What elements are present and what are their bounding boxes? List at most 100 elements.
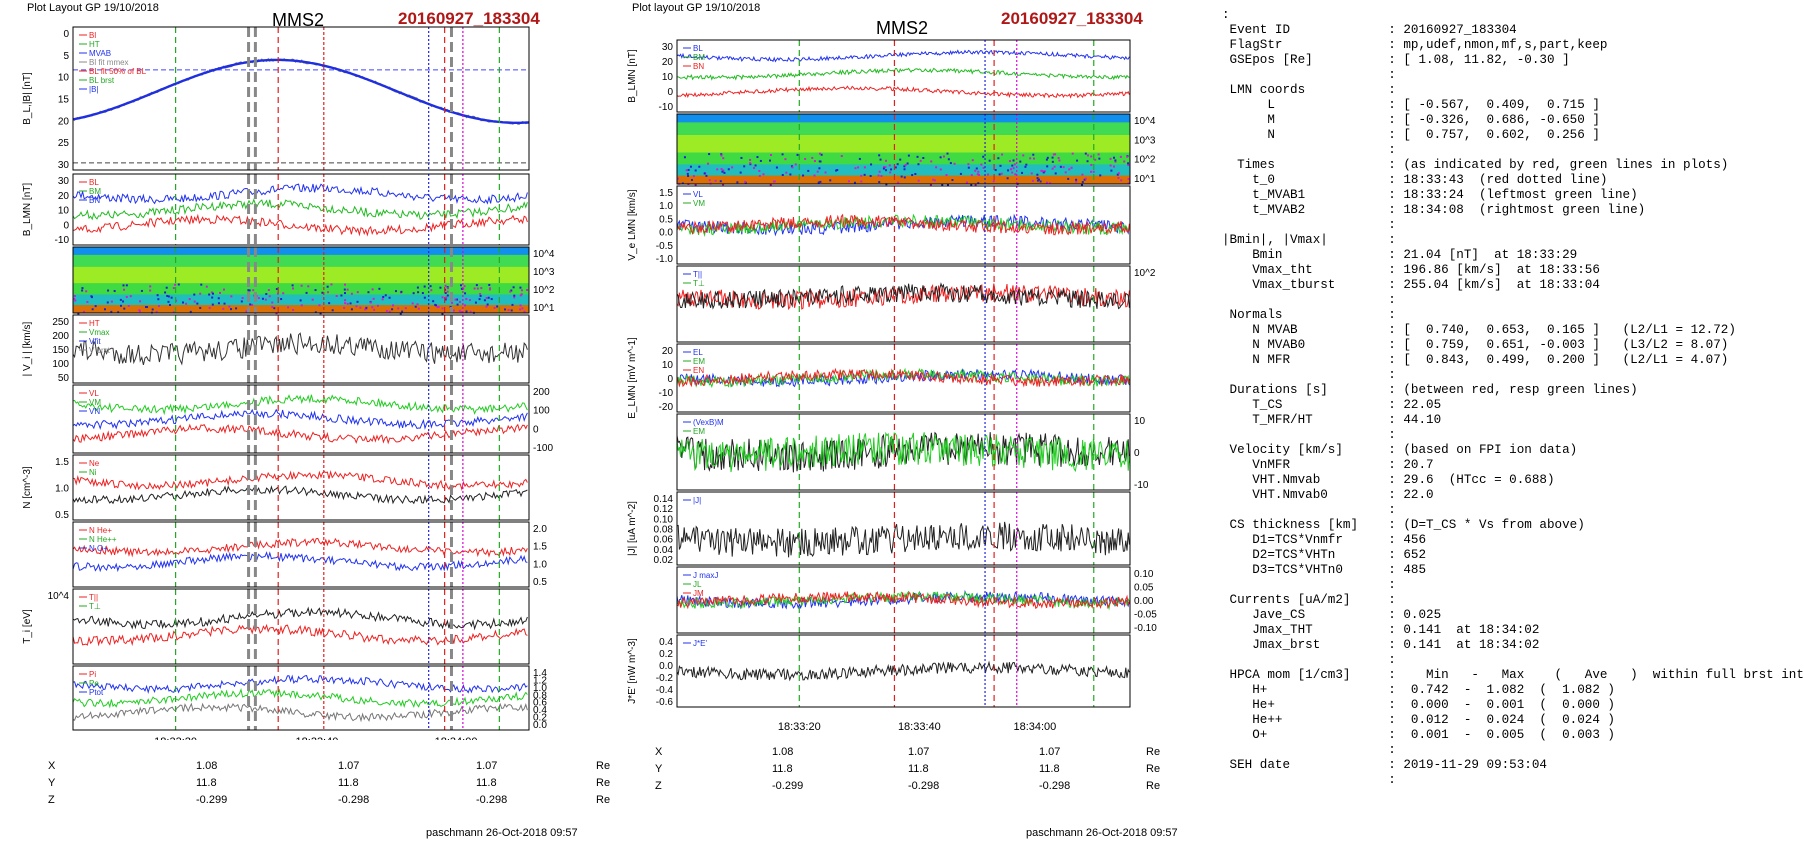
left-panel-3-heatmap-speckle	[350, 308, 353, 311]
mid-panel-2-heatmap-speckle	[1058, 159, 1061, 162]
left-panel-3-heatmap-band	[73, 305, 529, 313]
left-panel-3-heatmap-speckle	[488, 283, 491, 286]
mid-panel-2-heatmap-speckle	[818, 152, 821, 155]
mid-panel-2-heatmap-speckle	[1054, 172, 1057, 175]
left-panel-3-heatmap-speckle	[212, 292, 215, 295]
mid-panel-2-heatmap-speckle	[1109, 164, 1112, 167]
info-line: He+ : 0.000 - 0.001 ( 0.000 )	[1222, 698, 1615, 712]
left-panel-3-heatmap-speckle	[486, 303, 489, 306]
left-panel-3-heatmap-speckle	[388, 310, 391, 313]
mid-panel-1-frame	[676, 39, 1131, 113]
left-panel-3-heatmap-speckle	[441, 307, 444, 310]
mid-panel-2-heatmap-speckle	[935, 166, 938, 169]
mid-panel-2-heatmap-speckle	[811, 156, 814, 159]
mid-panel-2-heatmap-speckle	[1068, 168, 1071, 171]
left-panel-3-heatmap-speckle	[519, 304, 522, 307]
mid-panel-2-heatmap-speckle	[998, 173, 1001, 176]
mid-panel-5-ytick: -10	[659, 388, 674, 399]
mid-panel-2-heatmap-speckle	[943, 155, 946, 158]
coord-name: X	[655, 746, 663, 758]
left-panel-3-heatmap-speckle	[512, 286, 515, 289]
left-panel-2-frame	[72, 173, 530, 246]
mid-panel-2-heatmap-speckle	[784, 158, 787, 161]
left-panel-1-legend-label: MVAB	[89, 49, 111, 58]
mid-panel-2-heatmap-speckle	[685, 169, 688, 172]
left-panel-3-heatmap-speckle	[520, 289, 523, 292]
left-panel-3-heatmap-speckle	[157, 298, 160, 301]
info-line: Durations [s] : (between red, resp green…	[1222, 383, 1638, 397]
mid-panel-2-heatmap-speckle	[1032, 153, 1035, 156]
mid-panel-2-heatmap-speckle	[1053, 165, 1056, 168]
mid-panel-3-frame	[676, 185, 1131, 265]
mid-panel-2-heatmap-speckle	[708, 153, 711, 156]
left-panel-3-heatmap-speckle	[376, 304, 379, 307]
left-panel-9-ytick: 1.0	[533, 683, 547, 694]
left-panel-3-heatmap-speckle	[441, 296, 444, 299]
left-panel-5-legend-label: VN	[89, 407, 100, 416]
left-panel-3-heatmap-speckle	[463, 285, 466, 288]
left-panel-3-heatmap-speckle	[145, 305, 148, 308]
mid-panel-2-ytick: 10^1	[1134, 174, 1156, 185]
mid-panel-1-trace-0	[676, 49, 1130, 63]
left-panel-3-heatmap-speckle	[359, 306, 362, 309]
mid-panel-2-heatmap-speckle	[1014, 173, 1017, 176]
mid-panel-3-ytick: 1.0	[659, 201, 673, 212]
mid-panel-2-heatmap-speckle	[789, 173, 792, 176]
left-panel-6-ytick: 1.5	[55, 457, 69, 468]
left-panel-3-heatmap-speckle	[449, 305, 452, 308]
left-panel-3-heatmap-speckle	[483, 299, 486, 302]
left-panel-6-legend-label: Ne	[89, 459, 100, 468]
coord-value: -0.298	[338, 794, 370, 806]
mid-plot-header: Plot layout GP 19/10/2018	[632, 2, 761, 14]
left-panel-3-heatmap-speckle	[86, 301, 89, 304]
mid-panel-2-heatmap-speckle	[884, 159, 887, 162]
left-panel-3-heatmap-speckle	[276, 292, 279, 295]
mid-panel-2-heatmap-speckle	[1067, 177, 1070, 180]
mid-panel-2-heatmap-speckle	[818, 167, 821, 170]
left-panel-3-heatmap-speckle	[123, 288, 126, 291]
left-panel-3-heatmap-speckle	[331, 309, 334, 312]
mid-panel-3-ytick: 0.5	[659, 214, 673, 225]
left-panel-3-heatmap-speckle	[343, 306, 346, 309]
left-panel-3-heatmap-speckle	[519, 308, 522, 311]
left-panel-3-heatmap-speckle	[193, 300, 196, 303]
left-panel-3-heatmap-speckle	[223, 302, 226, 305]
info-line: Times : (as indicated by red, green line…	[1222, 158, 1729, 172]
info-line: :	[1222, 773, 1396, 787]
left-panel-3-heatmap-speckle	[489, 287, 492, 290]
left-panel-3-heatmap-speckle	[382, 295, 385, 298]
mid-panel-2-heatmap-speckle	[951, 179, 954, 182]
mid-panel-2-heatmap-speckle	[883, 166, 886, 169]
left-panel-3-heatmap-speckle	[271, 301, 274, 304]
mid-panel-9-ytick: -0.4	[656, 685, 674, 696]
left-plot-header: Plot Layout GP 19/10/2018	[27, 2, 159, 14]
mid-panel-2-heatmap-speckle	[1036, 173, 1039, 176]
left-panel-4-ylabel: | V_i | [km/s]	[22, 321, 33, 376]
left-panel-3-heatmap-speckle	[157, 305, 160, 308]
left-panel-3-heatmap-speckle	[311, 298, 314, 301]
left-panel-2-ylabel: B_LMN [nT]	[22, 183, 33, 237]
left-panel-3-heatmap-speckle	[371, 288, 374, 291]
left-panel-2-trace-0	[72, 183, 528, 205]
mid-panel-1-ylabel: B_LMN [nT]	[627, 49, 638, 103]
left-panel-3-ytick: 10^1	[533, 303, 555, 314]
mid-panel-8-legend-label: J maxJ	[693, 571, 718, 580]
mid-panel-6-ytick: 0	[1134, 448, 1140, 459]
mid-footer: paschmann 26-Oct-2018 09:57	[1026, 827, 1178, 839]
left-panel-3-heatmap-speckle	[251, 303, 254, 306]
left-panel-9-ytick: 0.6	[533, 698, 547, 709]
left-panel-3-heatmap-speckle	[436, 306, 439, 309]
left-spacecraft-title: MMS2	[272, 10, 325, 30]
left-panel-3-heatmap-speckle	[248, 289, 251, 292]
mid-panel-2-heatmap-speckle	[903, 176, 906, 179]
left-panel-4-ytick: 150	[52, 345, 69, 356]
mid-panel-9-frame	[676, 634, 1131, 708]
mid-panel-2-heatmap-speckle	[1119, 155, 1122, 158]
left-panel-3-heatmap-speckle	[200, 283, 203, 286]
left-panel-3-heatmap-speckle	[423, 296, 426, 299]
left-panel-3-heatmap-speckle	[188, 298, 191, 301]
left-panel-7-frame	[72, 521, 530, 588]
left-panel-3-heatmap-speckle	[439, 286, 442, 289]
info-line: :	[1222, 743, 1396, 757]
info-line: :	[1222, 293, 1396, 307]
